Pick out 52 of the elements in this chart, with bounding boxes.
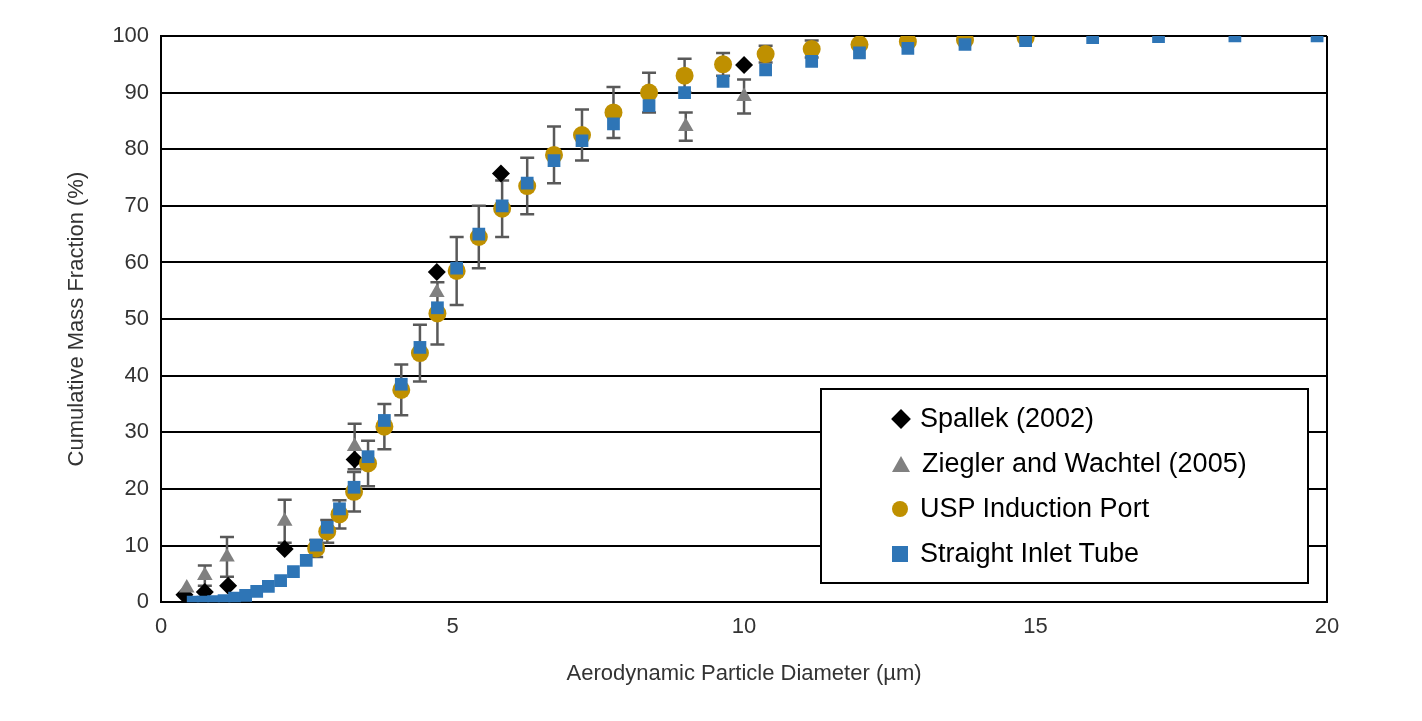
point: [287, 565, 300, 578]
y-tick-label: 0: [136, 588, 150, 614]
point: [675, 66, 694, 85]
x-tick-label: 5: [446, 613, 459, 639]
point: [716, 74, 730, 88]
point: [378, 414, 391, 427]
point: [759, 63, 772, 77]
y-tick-label: 70: [124, 191, 150, 217]
point: [250, 585, 264, 598]
point: [901, 42, 915, 55]
y-tick-label: 90: [124, 78, 150, 104]
point: [197, 566, 213, 581]
legend-label: USP Induction Port: [920, 493, 1150, 525]
x-axis-title: Aerodynamic Particle Diameter (µm): [566, 659, 922, 685]
point: [361, 450, 375, 464]
y-axis-title: Cumulative Mass Fraction (%): [63, 171, 89, 467]
point: [276, 512, 293, 526]
point: [427, 263, 446, 282]
point: [607, 117, 620, 131]
point: [413, 341, 427, 354]
point: [714, 55, 733, 74]
point: [345, 450, 364, 469]
y-tick-label: 40: [124, 361, 150, 387]
y-tick-label: 30: [124, 418, 150, 444]
y-tick-label: 100: [112, 22, 150, 48]
y-tick-label: 80: [124, 135, 150, 161]
point: [642, 99, 656, 113]
point: [853, 46, 866, 60]
point: [299, 553, 313, 567]
point: [275, 539, 294, 558]
legend-label: Ziegler and Wachtel (2005): [922, 448, 1247, 480]
point: [219, 547, 235, 562]
y-tick-label: 60: [124, 248, 150, 274]
x-tick-label: 0: [154, 613, 168, 639]
point: [491, 164, 510, 183]
point: [262, 579, 275, 593]
point: [547, 154, 561, 167]
point: [274, 574, 287, 588]
x-tick-label: 10: [731, 613, 757, 639]
x-tick-label: 15: [1023, 613, 1048, 639]
y-tick-label: 20: [124, 475, 150, 501]
x-tick-label: 20: [1314, 613, 1340, 639]
legend-label: Spallek (2002): [920, 403, 1095, 435]
legend-label: Straight Inlet Tube: [920, 538, 1140, 570]
y-tick-label: 10: [124, 531, 150, 557]
point: [678, 86, 691, 99]
point: [805, 55, 819, 68]
point: [575, 134, 589, 148]
y-tick-label: 50: [124, 305, 150, 331]
point: [735, 55, 754, 74]
point: [219, 576, 238, 595]
point: [178, 579, 195, 593]
